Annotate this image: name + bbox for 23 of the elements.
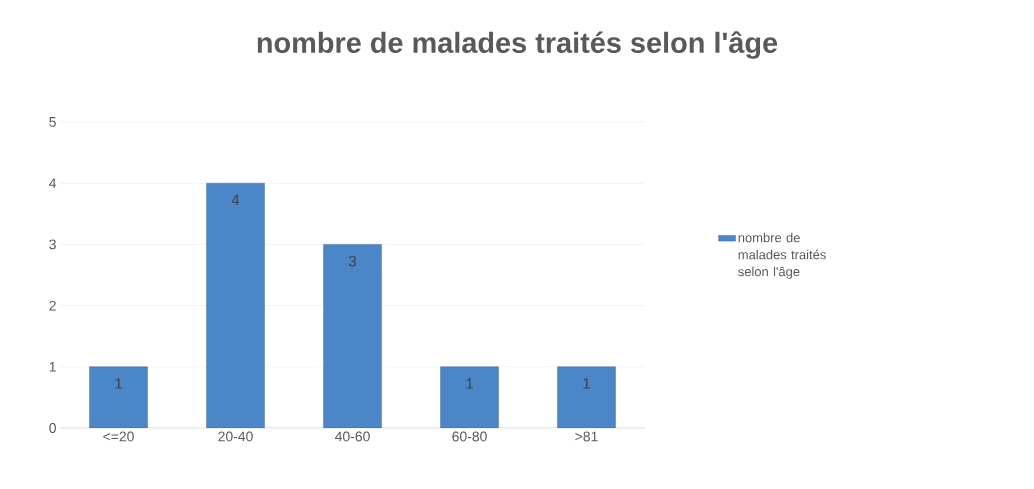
legend-label: nombre de malades traités selon l'âge <box>738 232 826 279</box>
data-label: 1 <box>115 378 122 389</box>
y-tick-label: 4 <box>49 178 57 188</box>
x-tick-label: 20-40 <box>218 431 253 442</box>
data-label: 3 <box>348 255 357 267</box>
data-label: 1 <box>466 378 473 389</box>
x-tick-label: <=20 <box>103 431 134 442</box>
y-tick-label: 1 <box>49 361 56 372</box>
x-tick-label: >81 <box>575 431 598 442</box>
bar <box>206 182 265 428</box>
chart-title: nombre de malades traités selon l'âge <box>257 31 778 59</box>
y-tick-label: 5 <box>49 117 56 127</box>
x-tick-label: 40-60 <box>334 431 370 442</box>
data-label: 4 <box>231 194 240 205</box>
bar <box>89 366 148 428</box>
y-tick-label: 0 <box>49 423 56 433</box>
bar <box>557 366 616 428</box>
bar <box>440 366 499 428</box>
bar <box>323 244 382 428</box>
data-label: 1 <box>583 378 590 389</box>
y-tick-label: 3 <box>49 239 56 250</box>
x-tick-label: 60-80 <box>452 431 487 442</box>
y-tick-label: 2 <box>49 300 56 311</box>
